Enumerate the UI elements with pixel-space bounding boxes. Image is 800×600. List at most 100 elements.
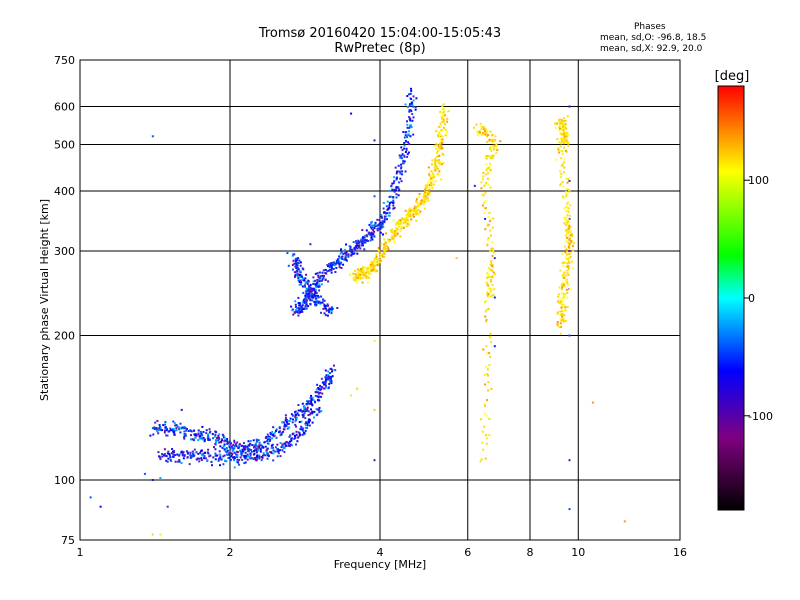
- data-point: [315, 303, 318, 306]
- data-point: [338, 266, 341, 269]
- data-point: [221, 439, 223, 442]
- data-point: [562, 264, 565, 267]
- data-point: [486, 223, 489, 226]
- data-point: [560, 142, 563, 145]
- data-point: [284, 416, 287, 419]
- data-point: [327, 280, 330, 283]
- data-point: [385, 248, 388, 251]
- data-point: [423, 207, 426, 210]
- data-point: [370, 261, 373, 264]
- data-point: [422, 193, 425, 196]
- data-point: [562, 138, 565, 141]
- data-point: [563, 222, 566, 225]
- data-point: [297, 279, 300, 282]
- data-point: [317, 274, 320, 277]
- data-point: [444, 134, 447, 137]
- data-point: [427, 199, 430, 202]
- data-point: [329, 263, 332, 266]
- data-point: [231, 453, 234, 456]
- data-point: [478, 131, 481, 134]
- data-point: [439, 141, 442, 144]
- data-point: [560, 284, 563, 286]
- data-point: [211, 433, 214, 436]
- data-point: [396, 233, 399, 236]
- data-point: [323, 383, 326, 386]
- data-point: [246, 455, 249, 458]
- data-point: [406, 120, 408, 123]
- data-point: [393, 239, 395, 242]
- data-point: [211, 464, 213, 467]
- data-point: [399, 219, 402, 222]
- data-point: [301, 402, 304, 405]
- data-point: [424, 184, 427, 187]
- data-point: [357, 240, 360, 243]
- data-point: [566, 139, 569, 142]
- data-point: [367, 270, 370, 273]
- data-point: [367, 265, 370, 268]
- data-point: [440, 147, 443, 150]
- data-point: [561, 122, 564, 125]
- data-point: [316, 278, 319, 281]
- data-point: [484, 434, 487, 437]
- data-point: [310, 400, 313, 403]
- data-point: [310, 402, 312, 405]
- data-point: [307, 420, 310, 423]
- data-point: [490, 276, 493, 278]
- data-point: [396, 170, 399, 173]
- data-point: [392, 201, 395, 204]
- data-point: [358, 269, 361, 272]
- data-point: [401, 153, 404, 156]
- data-point: [230, 442, 232, 445]
- data-point: [202, 436, 205, 439]
- data-point: [143, 472, 146, 475]
- data-point: [481, 193, 483, 196]
- data-point: [570, 229, 572, 232]
- data-point: [565, 288, 568, 291]
- data-point: [305, 421, 308, 424]
- data-point: [480, 181, 483, 184]
- data-point: [284, 443, 287, 446]
- data-point: [405, 213, 408, 216]
- data-point: [182, 451, 185, 454]
- data-point: [565, 131, 568, 134]
- data-point: [259, 448, 262, 451]
- data-point: [318, 388, 320, 391]
- data-point: [336, 259, 339, 262]
- data-point: [412, 99, 415, 102]
- data-point: [380, 224, 383, 226]
- data-point: [331, 307, 334, 310]
- plot-frame: [79, 59, 681, 541]
- data-point: [370, 227, 373, 230]
- data-point: [158, 424, 161, 426]
- data-point: [367, 231, 370, 234]
- data-point: [305, 280, 308, 283]
- data-point: [565, 209, 567, 212]
- data-point: [484, 207, 487, 210]
- data-point: [490, 280, 492, 283]
- data-point: [372, 268, 374, 271]
- data-point: [203, 455, 206, 458]
- data-point: [569, 251, 572, 254]
- data-point: [265, 449, 268, 452]
- data-point: [561, 252, 564, 255]
- data-point: [156, 419, 159, 422]
- data-point: [387, 248, 390, 251]
- data-point: [251, 444, 254, 447]
- data-point: [348, 244, 351, 247]
- data-point: [561, 282, 564, 285]
- data-point: [568, 227, 571, 230]
- data-point: [336, 261, 339, 264]
- data-point: [564, 309, 567, 312]
- data-point: [191, 438, 194, 441]
- data-point: [374, 264, 377, 267]
- data-point: [175, 424, 178, 427]
- data-point: [269, 432, 272, 434]
- data-point: [564, 149, 567, 152]
- data-point: [557, 295, 560, 298]
- data-point: [562, 196, 565, 199]
- data-point: [488, 364, 491, 367]
- data-point: [299, 276, 302, 279]
- data-point: [165, 455, 168, 458]
- data-point: [279, 442, 282, 444]
- colorbar-label: [deg]: [715, 69, 750, 84]
